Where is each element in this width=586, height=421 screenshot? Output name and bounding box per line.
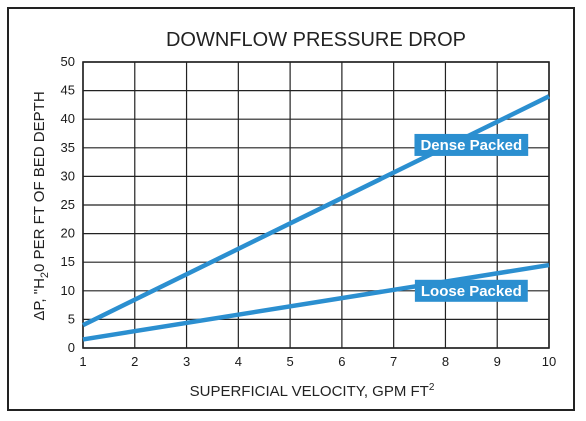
x-axis-title: SUPERFICIAL VELOCITY, GPM FT2: [190, 382, 435, 400]
x-tick-label-8: 9: [494, 354, 501, 369]
x-tick-label-6: 7: [390, 354, 397, 369]
x-tick-label-3: 4: [235, 354, 242, 369]
series-line-1: [82, 262, 550, 342]
y-tick-label-6: 30: [61, 168, 75, 183]
y-tick-label-1: 5: [68, 311, 75, 326]
series-label-text-1: Loose Packed: [421, 283, 522, 300]
y-tick-label-0: 0: [68, 340, 75, 355]
x-axis-title-main: SUPERFICIAL VELOCITY, GPM FT: [190, 383, 429, 400]
y-tick-label-9: 45: [61, 83, 75, 98]
x-tick-label-4: 5: [286, 354, 293, 369]
y-tick-label-3: 15: [61, 254, 75, 269]
series-label-1: Loose Packed: [414, 279, 528, 302]
y-axis-title: ΔP, "H20 PER FT OF BED DEPTH: [31, 91, 51, 320]
series-label-bg-0: [414, 133, 529, 156]
x-tick-label-1: 2: [131, 354, 138, 369]
series-label-bg-1: [414, 279, 528, 302]
x-tick-label-7: 8: [442, 354, 449, 369]
series-label-0: Dense Packed: [414, 133, 529, 156]
x-tick-label-0: 1: [79, 354, 86, 369]
chart-frame: [7, 7, 575, 411]
x-tick-label-9: 10: [542, 354, 556, 369]
y-axis-title-part1: ΔP, "H: [31, 278, 48, 321]
x-tick-label-5: 6: [338, 354, 345, 369]
y-tick-label-10: 50: [61, 54, 75, 69]
y-axis-title-subscript: 2: [39, 272, 51, 278]
x-tick-label-2: 3: [183, 354, 190, 369]
series-labels: Dense Packed Loose Packed: [414, 133, 529, 302]
plot-border: [82, 61, 550, 349]
chart-title: DOWNFLOW PRESSURE DROP: [166, 29, 466, 51]
x-axis-title-superscript: 2: [429, 382, 435, 393]
y-tick-label-2: 10: [61, 283, 75, 298]
y-tick-label-4: 20: [61, 226, 75, 241]
y-tick-label-8: 40: [61, 111, 75, 126]
y-axis-title-part2: 0 PER FT OF BED DEPTH: [31, 91, 48, 272]
grid: [82, 61, 550, 349]
y-tick-label-7: 35: [61, 140, 75, 155]
y-tick-label-5: 25: [61, 197, 75, 212]
series-label-text-0: Dense Packed: [420, 137, 522, 154]
series-lines: [82, 94, 550, 342]
